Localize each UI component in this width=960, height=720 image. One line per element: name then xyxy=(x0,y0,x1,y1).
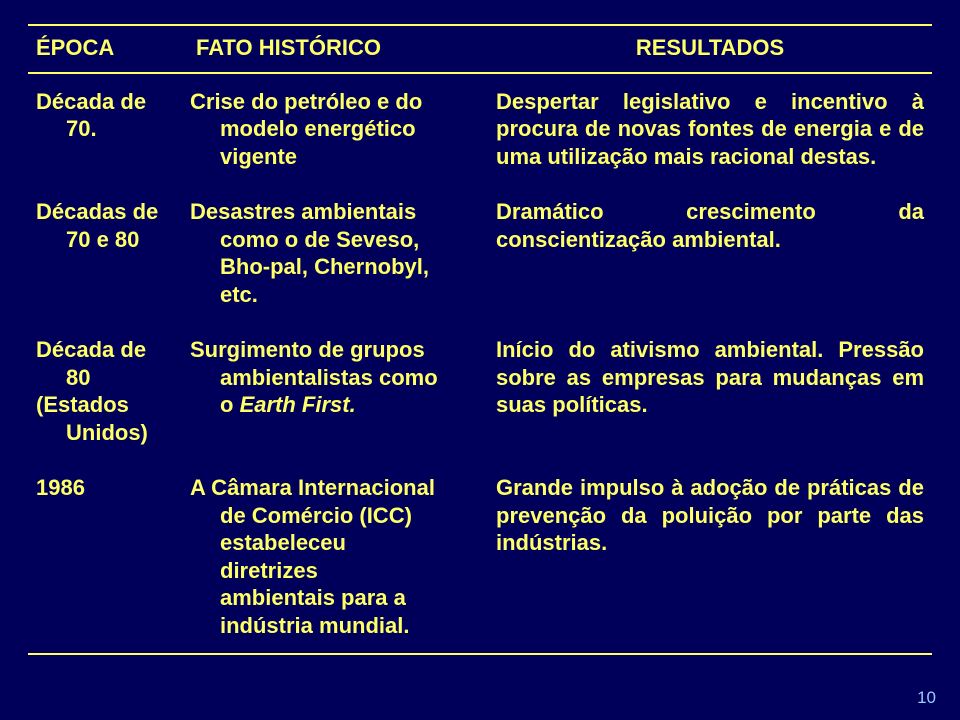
text: Década de xyxy=(36,89,146,114)
header-fato: FATO HISTÓRICO xyxy=(188,24,488,74)
text: da xyxy=(898,198,924,226)
text: 80 xyxy=(36,365,90,390)
cell-fato: Desastres ambientais como o de Seveso, B… xyxy=(188,184,488,322)
cell-res: Início do ativismo ambiental. Pressão so… xyxy=(488,322,932,460)
text: 70 e 80 xyxy=(36,227,139,252)
table-row: Década de 80 (Estados Unidos) Surgimento… xyxy=(28,322,932,460)
cell-epoca: 1986 xyxy=(28,460,188,655)
cell-epoca: Décadas de 70 e 80 xyxy=(28,184,188,322)
header-epoca: ÉPOCA xyxy=(28,24,188,74)
text: diretrizes xyxy=(190,557,480,585)
text: etc. xyxy=(190,281,480,309)
text: Década de xyxy=(36,337,146,362)
cell-res: Dramático crescimento da conscientização… xyxy=(488,184,932,322)
text: A Câmara Internacional xyxy=(190,475,435,500)
table-header-row: ÉPOCA FATO HISTÓRICO RESULTADOS xyxy=(28,24,932,74)
text: (Estados xyxy=(36,392,129,417)
text: estabeleceu xyxy=(190,529,480,557)
cell-epoca: Década de 70. xyxy=(28,74,188,185)
text: 1986 xyxy=(36,475,85,500)
text: o xyxy=(220,392,240,417)
text: conscientização ambiental. xyxy=(496,226,924,254)
header-res: RESULTADOS xyxy=(488,24,932,74)
cell-res: Grande impulso à adoção de práticas de p… xyxy=(488,460,932,655)
text: modelo energético xyxy=(190,115,480,143)
text: como o de Seveso, xyxy=(190,226,480,254)
text: indústria mundial. xyxy=(190,612,480,640)
table-row: Décadas de 70 e 80 Desastres ambientais … xyxy=(28,184,932,322)
page-number: 10 xyxy=(917,688,936,708)
table-row: 1986 A Câmara Internacional de Comércio … xyxy=(28,460,932,655)
cell-epoca: Década de 80 (Estados Unidos) xyxy=(28,322,188,460)
text: ambientalistas como xyxy=(190,364,480,392)
text: ambientais para a xyxy=(190,584,480,612)
text: de Comércio (ICC) xyxy=(190,502,480,530)
cell-fato: Surgimento de grupos ambientalistas como… xyxy=(188,322,488,460)
text: Dramático xyxy=(496,198,604,226)
history-table: ÉPOCA FATO HISTÓRICO RESULTADOS Década d… xyxy=(28,24,932,655)
cell-res: Despertar legislativo e incentivo à proc… xyxy=(488,74,932,185)
table-row: Década de 70. Crise do petróleo e do mod… xyxy=(28,74,932,185)
text: Décadas de xyxy=(36,199,158,224)
text-italic: Earth First. xyxy=(240,392,356,417)
text: crescimento xyxy=(686,198,816,226)
text: Unidos) xyxy=(36,420,148,445)
text: Crise do petróleo e do xyxy=(190,89,422,114)
cell-fato: Crise do petróleo e do modelo energético… xyxy=(188,74,488,185)
text: 70. xyxy=(36,116,97,141)
text: Desastres ambientais xyxy=(190,199,416,224)
cell-fato: A Câmara Internacional de Comércio (ICC)… xyxy=(188,460,488,655)
text: Surgimento de grupos xyxy=(190,337,425,362)
text: Bho-pal, Chernobyl, xyxy=(190,253,480,281)
text: vigente xyxy=(190,143,480,171)
